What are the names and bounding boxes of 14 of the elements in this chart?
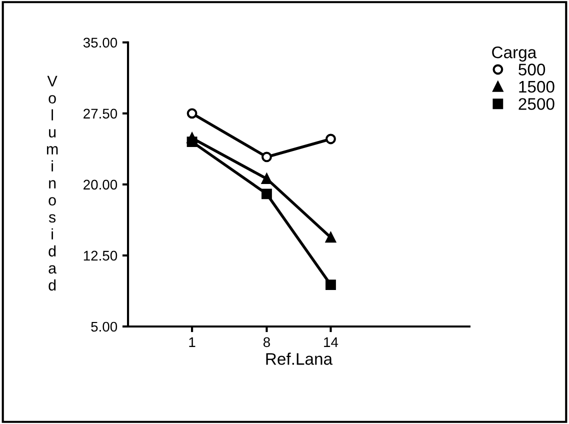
y-tick-label: 5.00 [91,322,118,332]
y-tick-label: 35.00 [83,38,118,48]
legend-label: 2500 [518,98,554,110]
legend-title: Carga [492,46,537,62]
legend-label: 500 [518,64,546,76]
x-tick-label: 1 [189,337,196,347]
x-tick-label: 14 [324,337,338,347]
x-axis-title: Ref.Lana [266,352,333,365]
text: Voluminosidad [46,76,58,291]
legend-label: 1500 [519,80,554,93]
x-tick-label: 8 [263,337,270,348]
y-tick-label: 27.50 [84,108,118,119]
y-tick-label: 12.50 [84,250,118,261]
y-tick-label: 20.00 [84,180,118,190]
